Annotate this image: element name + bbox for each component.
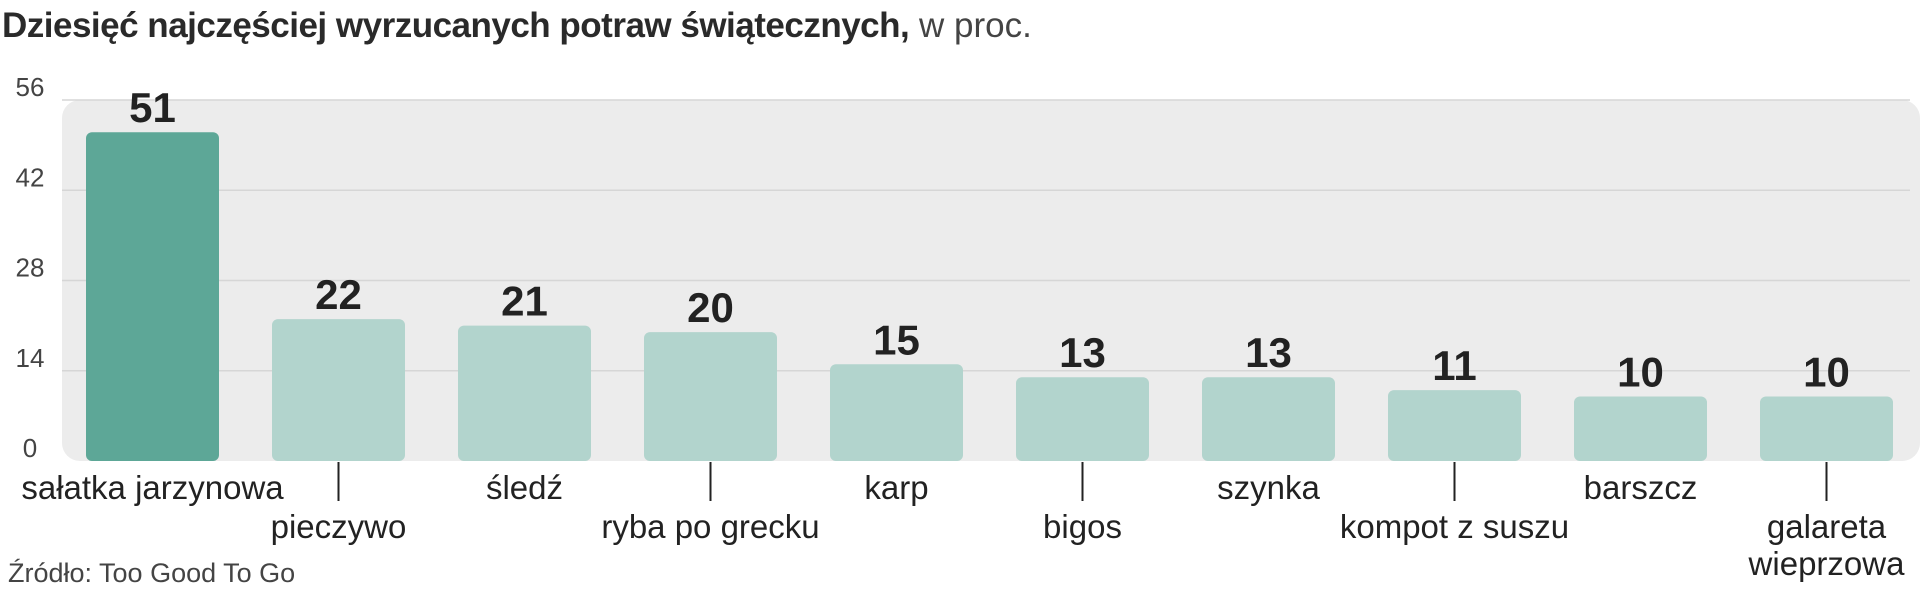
y-tick-label: 28 [16,253,45,283]
bar [1574,396,1707,461]
x-tick-label: bigos [1043,508,1122,545]
bar [86,132,219,461]
y-tick-label: 14 [16,343,45,373]
chart-title: Dziesięć najczęściej wyrzucanych potraw … [2,4,1032,48]
value-label: 10 [1803,349,1850,396]
x-tick-label: karp [864,469,928,506]
x-tick-label: kompot z suszu [1340,508,1569,545]
x-tick-label: ryba po grecku [601,508,819,545]
x-tick-label: pieczywo [271,508,407,545]
bar [1016,377,1149,461]
value-label: 51 [129,84,176,131]
value-label: 13 [1059,329,1106,376]
bar [644,332,777,461]
value-label: 20 [687,284,734,331]
source-note: Źródło: Too Good To Go [8,558,296,588]
y-tick-label: 0 [23,433,37,463]
bar [1388,390,1521,461]
value-label: 10 [1617,349,1664,396]
value-label: 22 [315,271,362,318]
y-tick-label: 56 [16,72,45,102]
x-tick-label: śledź [486,469,563,506]
x-tick-label: galareta [1767,508,1887,545]
value-label: 13 [1245,329,1292,376]
chart-title-unit: w proc. [918,6,1032,45]
x-tick-label: sałatka jarzynowa [21,469,284,506]
value-label: 11 [1432,342,1476,389]
bar [272,319,405,461]
chart-title-main: Dziesięć najczęściej wyrzucanych potraw … [2,6,910,45]
y-tick-label: 42 [16,162,45,192]
x-tick-label: wieprzowa [1748,545,1906,582]
bar [1760,396,1893,461]
value-label: 21 [501,278,548,325]
value-label: 15 [873,316,920,363]
bar [830,364,963,461]
x-tick-label: szynka [1217,469,1320,506]
bar [1202,377,1335,461]
bar [458,325,591,461]
x-tick-label: barszcz [1584,469,1698,506]
